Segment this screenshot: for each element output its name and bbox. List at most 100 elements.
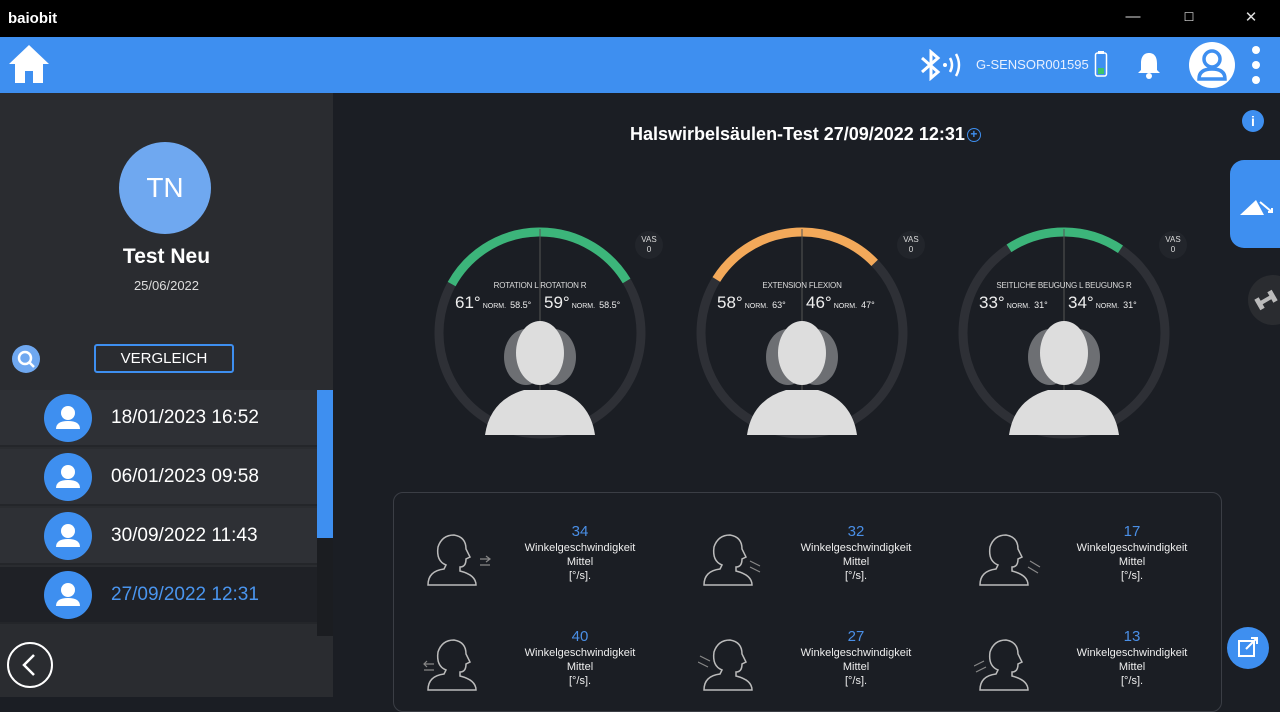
- test-date: 27/09/2022 12:31: [111, 583, 259, 605]
- search-button[interactable]: [12, 345, 40, 373]
- right-value: 46°: [806, 293, 832, 312]
- left-value: 33°: [979, 293, 1005, 312]
- velocity-label: Winkelgeschwindigkeit: [524, 542, 636, 554]
- chevron-left-icon: [22, 654, 35, 676]
- left-value: 61°: [455, 293, 481, 312]
- velocity-unit: [°/s].: [568, 675, 592, 687]
- range-of-motion-tab[interactable]: [1230, 160, 1280, 248]
- velocity-value: 34: [571, 523, 589, 540]
- right-label: FLEXION: [808, 281, 842, 290]
- velocity-mode: Mittel: [1118, 556, 1146, 568]
- test-list-item[interactable]: 18/01/2023 16:52: [0, 390, 317, 447]
- velocity-stat: 27 Winkelgeschwindigkeit Mittel [°/s].: [676, 606, 952, 706]
- velocity-stat: 17 Winkelgeschwindigkeit Mittel [°/s].: [952, 501, 1228, 601]
- left-label: SEITLICHE BEUGUNG L: [996, 281, 1083, 290]
- app-name: baiobit: [8, 10, 58, 27]
- head-movement-icon: [974, 639, 1029, 691]
- head-movement-icon: [427, 534, 491, 586]
- vas-badge: VAS 0: [897, 231, 925, 259]
- left-norm: 63°: [772, 300, 786, 310]
- vas-label: VAS: [903, 235, 919, 244]
- patient-name: Test Neu: [122, 245, 211, 268]
- head-movement-icon: [979, 534, 1041, 586]
- vas-value: 0: [1170, 245, 1176, 254]
- battery-icon: [1094, 51, 1108, 77]
- test-date: 30/09/2022 11:43: [111, 524, 258, 546]
- user-icon: [44, 511, 92, 560]
- velocity-value: 32: [847, 523, 865, 540]
- gauge-arc: [712, 227, 878, 282]
- norm-label: NORM.: [571, 303, 596, 310]
- left-norm: 31°: [1034, 300, 1048, 310]
- velocity-mode: Mittel: [1118, 661, 1146, 673]
- velocity-label: Winkelgeschwindigkeit: [524, 647, 636, 659]
- back-button[interactable]: [7, 642, 53, 688]
- test-list-item[interactable]: 27/09/2022 12:31: [0, 567, 317, 624]
- norm-label: NORM.: [744, 303, 769, 310]
- vas-label: VAS: [641, 235, 657, 244]
- user-avatar-icon[interactable]: [1188, 41, 1236, 89]
- home-icon[interactable]: [7, 43, 51, 85]
- range-gauge: SEITLICHE BEUGUNG L BEUGUNG R 33° NORM. 31…: [957, 225, 1187, 440]
- head-movement-icon: [698, 639, 753, 691]
- velocity-label: Winkelgeschwindigkeit: [1076, 542, 1188, 554]
- right-label: BEUGUNG R: [1084, 281, 1132, 290]
- right-norm: 47°: [861, 300, 875, 310]
- velocity-mode: Mittel: [842, 556, 870, 568]
- velocity-label: Winkelgeschwindigkeit: [1076, 647, 1188, 659]
- head-silhouette-icon: [747, 321, 857, 435]
- velocity-unit: [°/s].: [568, 570, 592, 582]
- more-menu-icon[interactable]: [1250, 43, 1262, 87]
- user-icon: [44, 393, 92, 442]
- velocity-value: 40: [571, 628, 589, 645]
- patient-date: 25/06/2022: [133, 278, 200, 293]
- compare-button[interactable]: VERGLEICH: [94, 344, 234, 373]
- dumbbell-icon: [1254, 289, 1278, 311]
- velocity-value: 27: [847, 628, 865, 645]
- norm-label: NORM.: [1095, 303, 1120, 310]
- velocity-value: 13: [1123, 628, 1141, 645]
- vas-badge: VAS 0: [635, 231, 663, 259]
- export-button[interactable]: [1227, 627, 1269, 669]
- norm-label: NORM.: [1006, 303, 1031, 310]
- info-button[interactable]: i: [1242, 110, 1264, 132]
- vas-value: 0: [908, 245, 914, 254]
- head-movement-icon: [423, 639, 477, 691]
- left-label: EXTENSION: [762, 281, 807, 290]
- angle-icon: [1240, 200, 1273, 215]
- head-movement-icon: [703, 534, 761, 586]
- maximize-button[interactable]: ☐: [1183, 10, 1195, 24]
- right-norm: 58.5°: [599, 300, 621, 310]
- left-value: 58°: [717, 293, 743, 312]
- velocity-label: Winkelgeschwindigkeit: [800, 542, 912, 554]
- gauge-arc: [447, 227, 631, 287]
- velocity-stat: 13 Winkelgeschwindigkeit Mittel [°/s].: [952, 606, 1228, 706]
- test-date: 18/01/2023 16:52: [111, 406, 259, 428]
- test-title-text: Halswirbelsäulen-Test 27/09/2022 12:31: [630, 124, 965, 144]
- right-value: 59°: [544, 293, 570, 312]
- velocity-unit: [°/s].: [844, 675, 868, 687]
- bluetooth-icon: [921, 49, 961, 81]
- velocity-mode: Mittel: [566, 556, 594, 568]
- head-silhouette-icon: [485, 321, 595, 435]
- velocity-label: Winkelgeschwindigkeit: [800, 647, 912, 659]
- exercise-tab[interactable]: [1248, 275, 1280, 325]
- test-list-item[interactable]: 30/09/2022 11:43: [0, 508, 317, 565]
- right-norm: 31°: [1123, 300, 1137, 310]
- title-bar: baiobit — ☐ ✕: [0, 0, 1280, 37]
- velocity-mode: Mittel: [842, 661, 870, 673]
- minimize-button[interactable]: —: [1125, 8, 1141, 25]
- velocity-unit: [°/s].: [844, 570, 868, 582]
- close-button[interactable]: ✕: [1244, 9, 1258, 26]
- left-norm: 58.5°: [510, 300, 532, 310]
- external-link-icon: [1238, 637, 1258, 657]
- add-icon[interactable]: +: [966, 128, 981, 142]
- vas-label: VAS: [1165, 235, 1181, 244]
- user-icon: [44, 452, 92, 501]
- right-label: ROTATION R: [540, 281, 587, 290]
- range-gauge: ROTATION L ROTATION R 61° NORM. 58.5° 59° N…: [433, 225, 663, 440]
- notification-bell-icon[interactable]: [1136, 51, 1162, 79]
- scrollbar-thumb[interactable]: [317, 390, 333, 538]
- test-list-item[interactable]: 06/01/2023 09:58: [0, 449, 317, 506]
- velocity-stat: 32 Winkelgeschwindigkeit Mittel [°/s].: [676, 501, 952, 601]
